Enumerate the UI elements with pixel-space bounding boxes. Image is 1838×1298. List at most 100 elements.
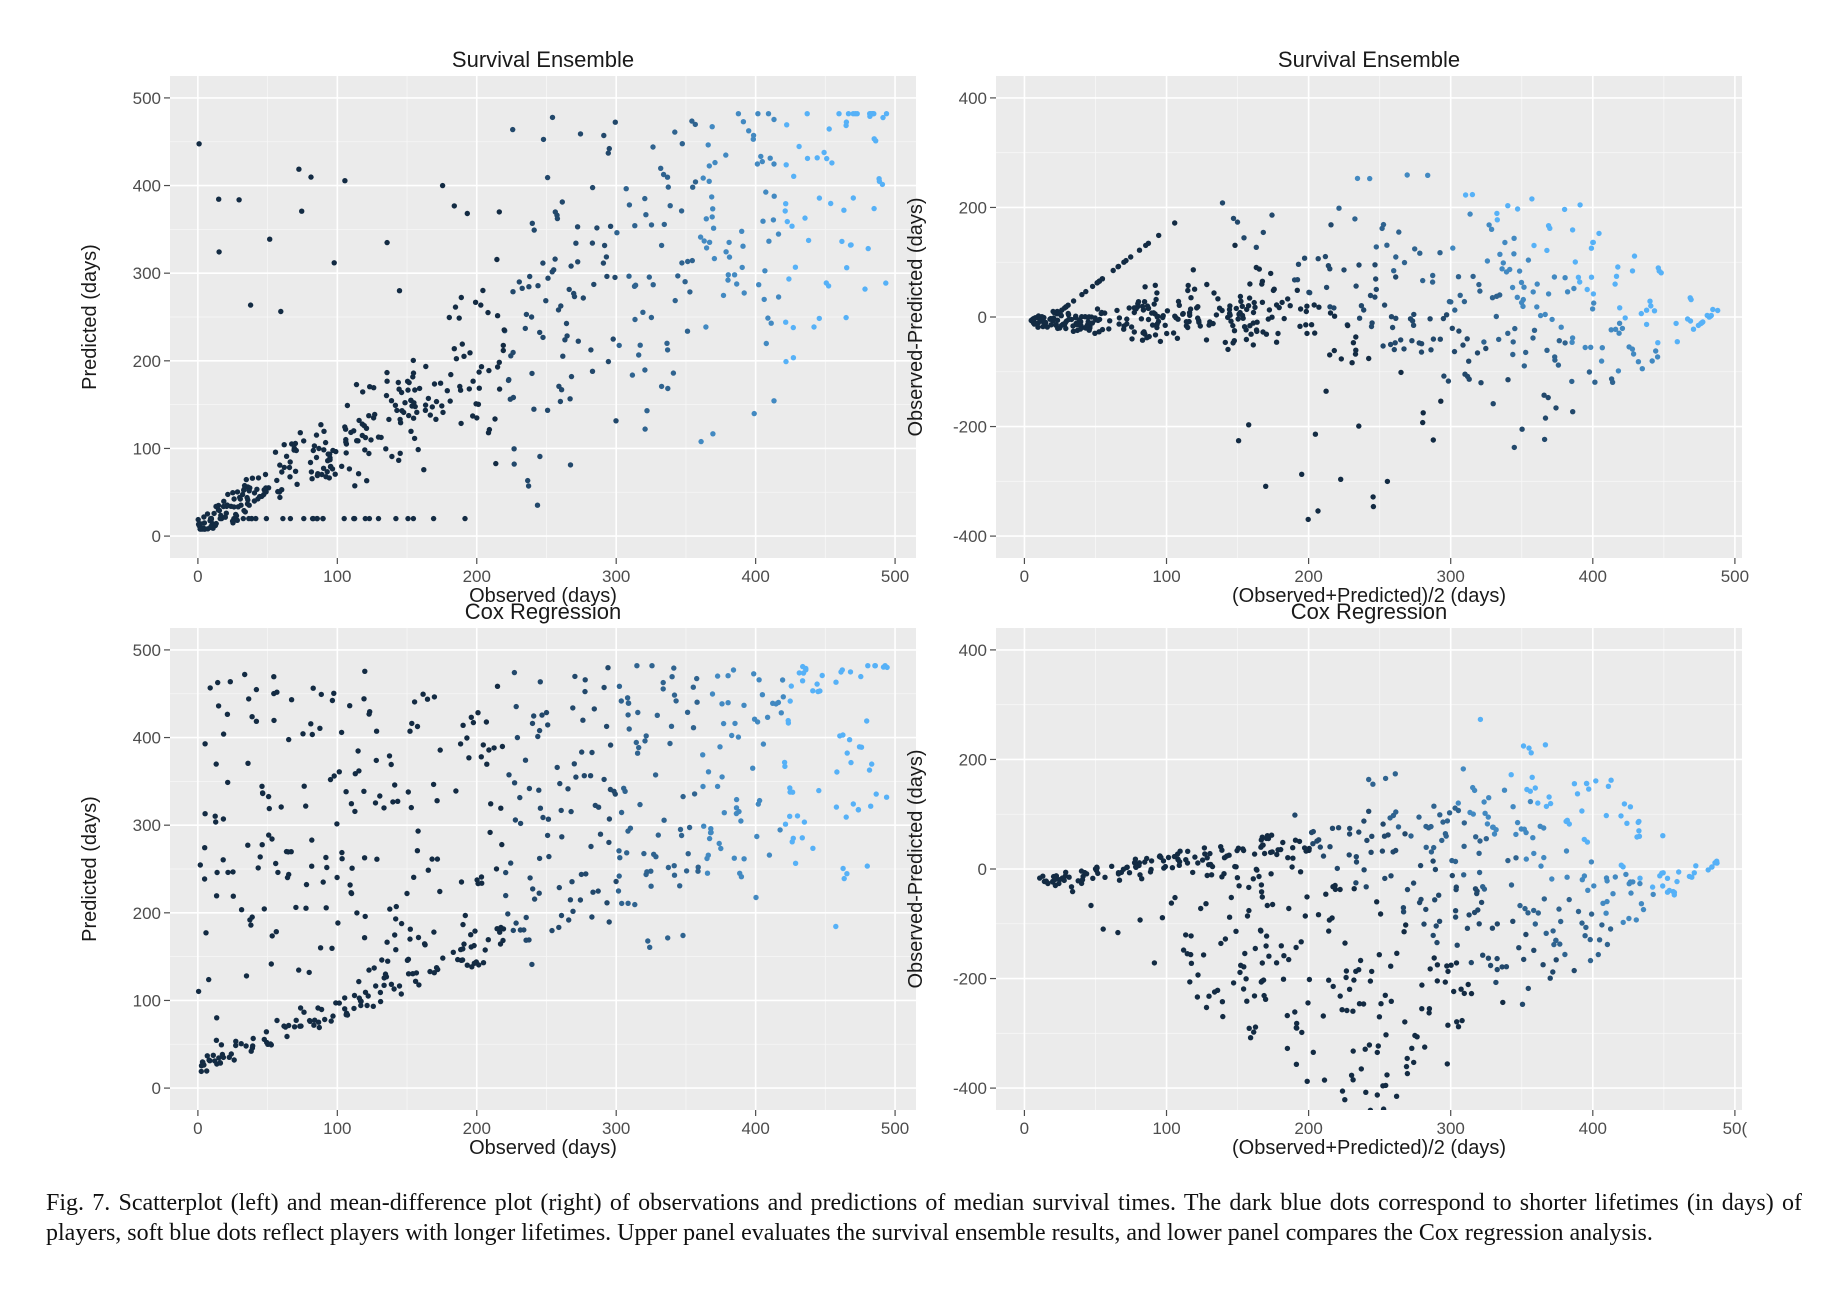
data-point [268,961,274,967]
x-tick-label: 100 [1152,567,1180,586]
data-point [1436,918,1443,924]
data-point [1204,855,1210,861]
data-point [682,279,688,285]
data-point [1338,476,1344,482]
data-point [1635,819,1641,826]
data-point [589,368,596,374]
data-point [200,1059,206,1066]
data-point [1293,1025,1300,1031]
data-point [679,260,685,266]
data-point [263,515,270,522]
data-point [220,503,227,510]
data-point [571,293,578,300]
data-point [286,871,292,878]
data-point [1235,438,1242,444]
data-point [289,441,295,447]
data-point [869,111,876,117]
x-tick-label: 500 [881,567,909,586]
data-point [1563,848,1570,854]
data-point [255,496,261,502]
data-point [665,864,672,871]
data-point [1391,346,1398,353]
data-point [1258,889,1265,895]
data-point [459,341,465,347]
data-point [310,515,316,522]
data-point [1035,324,1041,330]
data-point [324,469,330,475]
data-point [1310,828,1317,835]
data-point [1169,865,1176,871]
data-point [1261,850,1268,857]
data-point [1521,284,1527,290]
data-point [1408,833,1414,839]
data-point [1341,267,1347,273]
data-point [393,515,399,522]
data-point [771,161,777,167]
data-point [316,1024,322,1031]
data-point [591,706,597,712]
data-point [1156,232,1162,239]
data-point [1374,1049,1381,1056]
data-point [1577,202,1583,208]
data-point [491,745,497,751]
data-point [1382,992,1389,998]
data-point [286,464,293,471]
data-point [455,956,461,963]
data-point [1553,405,1559,411]
data-point [1286,956,1292,963]
data-point [667,203,673,209]
data-point [1432,866,1439,873]
data-point [1090,875,1096,881]
data-point [1586,786,1592,792]
x-axis-label: Observed (days) [469,585,617,607]
data-point [544,174,551,181]
x-tick-label: 300 [602,1119,630,1138]
data-point [707,830,714,836]
data-point [493,866,500,872]
data-point [494,313,501,319]
data-point [1519,426,1525,432]
data-point [480,742,486,748]
chart-title: Survival Ensemble [1278,47,1460,72]
data-point [351,515,357,522]
data-point [839,238,845,245]
data-point [362,434,369,441]
y-axis-label: Observed-Predicted (days) [905,198,927,437]
data-point [557,780,563,787]
data-point [1338,356,1345,362]
data-point [1514,294,1521,300]
data-point [1558,918,1564,925]
data-point [1375,1043,1382,1049]
data-point [1477,288,1483,294]
data-point [218,1042,225,1048]
data-point [714,783,721,790]
data-point [366,450,372,457]
data-point [739,264,745,271]
data-point [1298,939,1304,945]
data-point [1289,864,1295,870]
data-point [1273,302,1280,308]
data-point [709,691,716,697]
data-point [243,476,249,483]
data-point [687,289,693,295]
data-point [544,407,551,413]
data-point [669,674,675,680]
data-point [754,161,761,167]
data-point [1232,242,1238,248]
data-point [1285,296,1291,302]
data-point [1587,957,1594,964]
data-point [1176,862,1183,868]
data-point [617,855,623,861]
data-point [1544,347,1550,353]
data-point [587,773,594,779]
data-point [396,983,403,989]
data-point [1710,306,1716,313]
data-point [1273,960,1280,966]
data-point [578,871,585,878]
data-point [1481,339,1487,345]
data-point [291,445,297,451]
data-point [212,1058,218,1064]
data-point [274,1017,280,1024]
data-point [855,807,862,813]
data-point [531,713,537,719]
